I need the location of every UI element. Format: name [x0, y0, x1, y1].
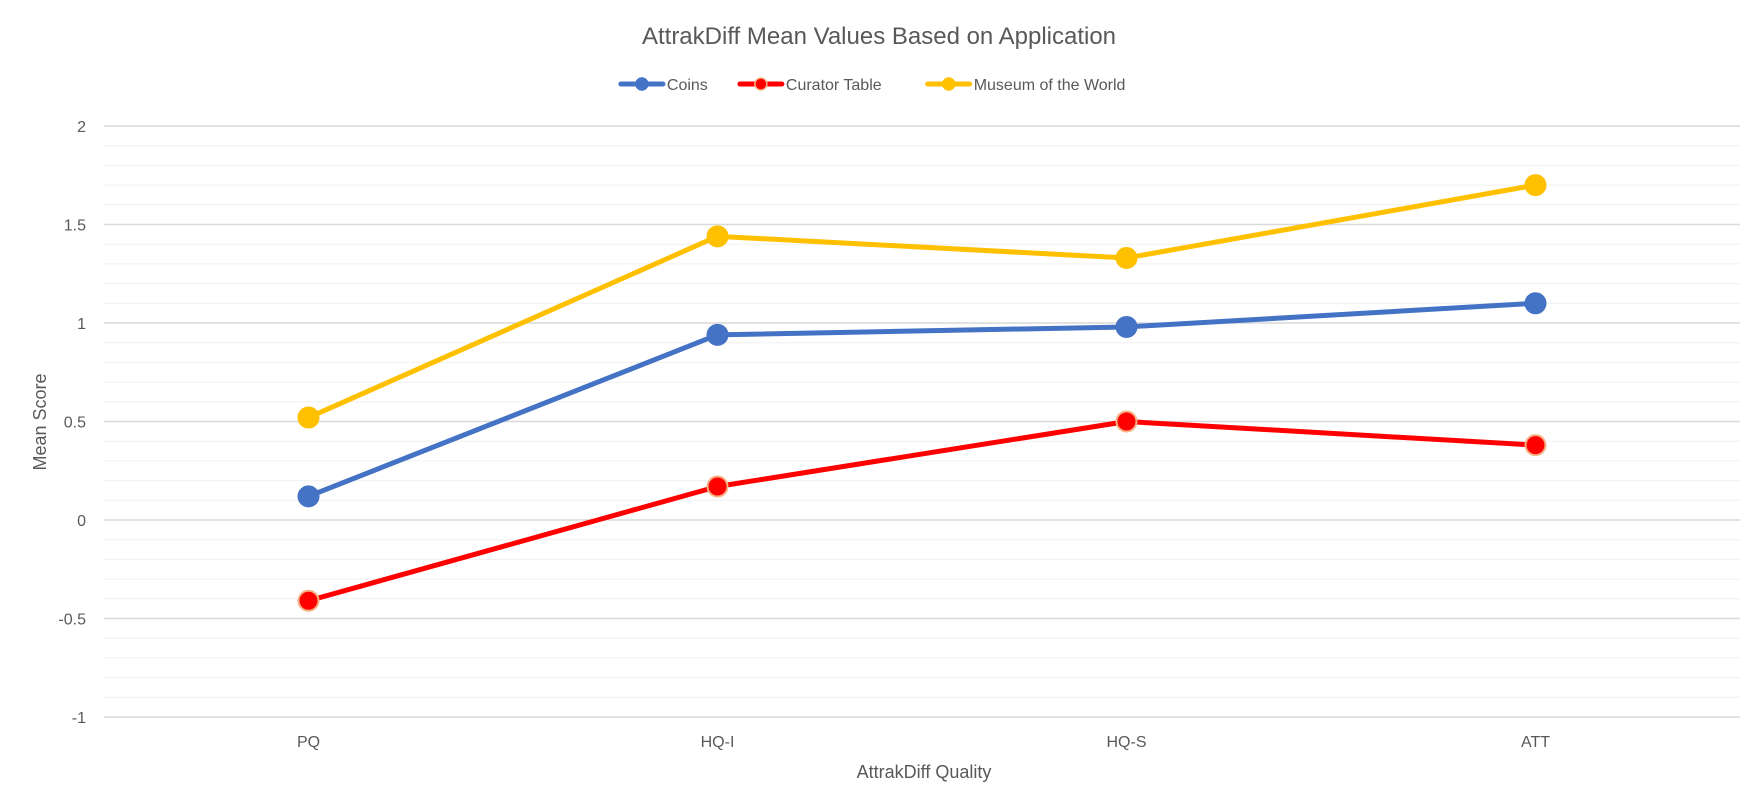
x-tick-label: HQ-S: [1107, 734, 1147, 751]
data-point: [706, 323, 729, 346]
data-point: [297, 589, 320, 612]
legend-label: Coins: [667, 77, 708, 94]
y-tick-label: 1: [77, 316, 86, 333]
x-axis-ticks: PQ HQ-I HQ-S ATT: [297, 734, 1550, 751]
legend-label: Curator Table: [786, 77, 882, 94]
x-tick-label: HQ-I: [701, 734, 735, 751]
data-point: [1115, 246, 1138, 269]
data-point: [1115, 315, 1138, 338]
data-point: [1524, 292, 1547, 315]
y-tick-label: 1.5: [64, 218, 86, 235]
series-line: [306, 300, 1538, 499]
data-point: [1115, 410, 1138, 433]
x-axis-title: AttrakDiff Quality: [857, 762, 992, 782]
legend-swatch-marker: [635, 77, 649, 91]
y-tick-label: -1: [72, 710, 86, 727]
series-line: [306, 419, 1538, 604]
legend-swatch-marker: [941, 77, 956, 91]
data-point: [1524, 434, 1547, 457]
chart-title: AttrakDiff Mean Values Based on Applicat…: [642, 23, 1116, 50]
data-point: [706, 475, 729, 498]
y-tick-label: 0: [77, 513, 86, 530]
x-tick-label: ATT: [1521, 734, 1550, 751]
legend: Coins Curator Table Museum of the World: [618, 77, 1126, 94]
series-line: [306, 182, 1538, 421]
data-point: [297, 485, 320, 508]
legend-label: Museum of the World: [974, 77, 1126, 94]
data-point: [297, 406, 320, 429]
data-point: [706, 225, 729, 248]
y-tick-label: 0.5: [64, 415, 86, 432]
grid: [104, 125, 1740, 718]
series-group: [297, 174, 1547, 612]
legend-swatch-marker: [754, 77, 768, 91]
y-axis-ticks: -1 -0.5 0 0.5 1 1.5 2: [58, 119, 86, 727]
y-tick-label: 2: [77, 119, 86, 136]
x-tick-label: PQ: [297, 734, 320, 751]
y-tick-label: -0.5: [58, 612, 86, 629]
y-axis-title: Mean Score: [30, 373, 50, 470]
data-point: [1524, 174, 1547, 197]
